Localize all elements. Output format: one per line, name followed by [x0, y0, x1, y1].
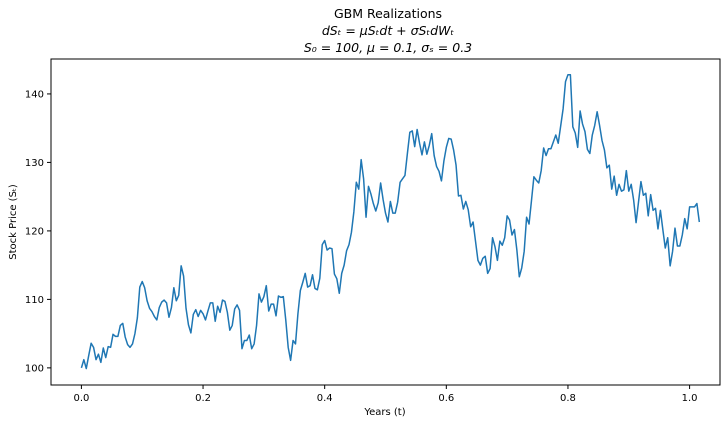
- x-tick-label: 0.8: [560, 393, 576, 404]
- plot-area-frame: [50, 58, 721, 386]
- y-tick-label: 130: [25, 158, 44, 169]
- x-axis-label: Years (t): [363, 407, 405, 418]
- x-axis-ticks: 0.0 0.2 0.4 0.6 0.8 1.0: [73, 385, 698, 404]
- y-axis-ticks: 100 110 120 130 140: [25, 89, 51, 374]
- y-tick-label: 100: [25, 363, 44, 374]
- chart-title-equation: dSₜ = μSₜdt + σSₜdWₜ: [322, 23, 455, 38]
- x-tick-label: 0.6: [438, 393, 454, 404]
- y-tick-label: 140: [25, 89, 44, 100]
- series-group: [80, 74, 701, 370]
- x-tick-label: 0.0: [73, 393, 89, 404]
- chart-title: GBM Realizations: [334, 6, 442, 21]
- x-tick-label: 1.0: [682, 393, 698, 404]
- series-line: [80, 74, 701, 370]
- chart-title-parameters: S₀ = 100, μ = 0.1, σₛ = 0.3: [304, 40, 472, 55]
- x-tick-label: 0.4: [317, 393, 333, 404]
- y-axis-label: Stock Price (Sₜ): [8, 184, 19, 260]
- x-tick-label: 0.2: [195, 393, 211, 404]
- y-tick-label: 120: [25, 226, 44, 237]
- y-tick-label: 110: [25, 295, 44, 306]
